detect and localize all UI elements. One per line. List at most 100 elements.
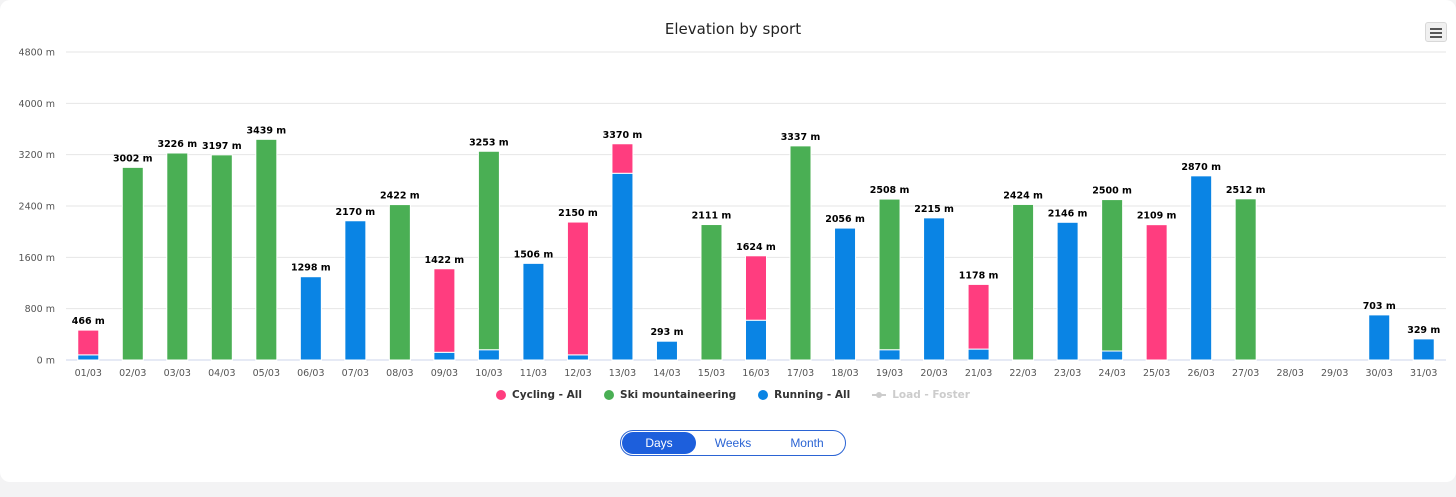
- data-label: 2424 m: [1003, 190, 1043, 201]
- x-tick-label: 25/03: [1143, 368, 1170, 379]
- x-tick-label: 17/03: [787, 368, 814, 379]
- bar-segment: [1234, 198, 1257, 361]
- data-label: 2422 m: [380, 191, 420, 202]
- x-tick-label: 05/03: [253, 368, 280, 379]
- bar-segment: [967, 348, 990, 361]
- bar-segment: [611, 143, 634, 174]
- data-label: 2109 m: [1137, 211, 1177, 222]
- data-label: 3002 m: [113, 153, 153, 164]
- legend-label: Ski mountaineering: [620, 389, 737, 401]
- data-label: 329 m: [1407, 325, 1440, 336]
- x-tick-label: 04/03: [208, 368, 235, 379]
- data-label: 2870 m: [1181, 162, 1221, 173]
- bar-segment: [566, 354, 589, 361]
- period-days-button[interactable]: Days: [622, 432, 696, 454]
- x-tick-label: 22/03: [1009, 368, 1036, 379]
- bar-segment: [566, 221, 589, 356]
- x-tick-label: 21/03: [965, 368, 992, 379]
- y-tick-label: 4000 m: [19, 99, 55, 110]
- x-tick-label: 14/03: [653, 368, 680, 379]
- x-tick-label: 20/03: [920, 368, 947, 379]
- legend-dot-icon: [496, 390, 507, 400]
- bar-segment: [923, 217, 946, 361]
- y-tick-label: 4800 m: [19, 48, 55, 59]
- data-label: 703 m: [1363, 301, 1396, 312]
- x-tick-label: 07/03: [342, 368, 369, 379]
- data-label: 2150 m: [558, 208, 598, 219]
- bar-segment: [121, 166, 144, 361]
- bar-segment: [1412, 338, 1435, 361]
- data-label: 1624 m: [736, 242, 776, 253]
- x-tick-label: 27/03: [1232, 368, 1259, 379]
- legend-item-ski-mountaineering[interactable]: Ski mountaineering: [604, 389, 736, 401]
- bar-segment: [1101, 199, 1124, 352]
- bar-segment: [745, 255, 767, 321]
- bar-segment: [967, 283, 990, 350]
- bar-segment: [299, 276, 322, 361]
- legend-item-load-foster[interactable]: Load - Foster: [872, 389, 970, 401]
- data-label: 3226 m: [157, 139, 197, 150]
- x-tick-label: 19/03: [876, 368, 903, 379]
- data-label: 1178 m: [959, 270, 999, 281]
- y-tick-label: 800 m: [25, 304, 55, 315]
- data-label: 2146 m: [1048, 208, 1088, 219]
- bar-segment: [255, 138, 278, 361]
- bar-segment: [700, 224, 723, 361]
- x-tick-label: 02/03: [119, 368, 146, 379]
- chart-title: Elevation by sport: [664, 20, 802, 38]
- x-tick-label: 28/03: [1276, 368, 1303, 379]
- x-tick-label: 24/03: [1098, 368, 1125, 379]
- y-tick-label: 1600 m: [19, 253, 55, 264]
- bar-segment: [433, 351, 456, 361]
- bar-segment: [655, 340, 678, 361]
- legend-label: Cycling - All: [512, 389, 583, 401]
- data-label: 3197 m: [202, 141, 242, 152]
- bar-segment: [1101, 350, 1124, 361]
- data-label: 2500 m: [1092, 186, 1132, 197]
- data-label: 1422 m: [425, 255, 465, 266]
- bar-segment: [210, 154, 233, 361]
- bar-segment: [611, 172, 634, 361]
- x-tick-label: 06/03: [297, 368, 324, 379]
- period-month-button[interactable]: Month: [790, 436, 824, 450]
- x-tick-label: 23/03: [1054, 368, 1081, 379]
- period-switch: Days Weeks Month: [620, 430, 846, 456]
- bar-segment: [522, 262, 545, 361]
- x-tick-label: 18/03: [831, 368, 858, 379]
- chart-menu-icon[interactable]: [1425, 22, 1447, 42]
- data-label: 3439 m: [246, 125, 286, 136]
- data-label: 2111 m: [692, 211, 732, 222]
- bar-segment: [834, 227, 857, 361]
- period-weeks-button[interactable]: Weeks: [714, 436, 752, 450]
- chart-card: Elevation by sport 0 m 800 m 1600 m 2400 m 3…: [0, 0, 1456, 482]
- data-label: 1298 m: [291, 263, 331, 274]
- x-tick-label: 09/03: [431, 368, 458, 379]
- legend-dot-icon: [604, 390, 615, 400]
- bar-segment: [1190, 175, 1213, 361]
- chart-legend: Cycling - All Ski mountaineering Running…: [0, 389, 1456, 401]
- bar-segment: [344, 220, 367, 361]
- data-label: 3337 m: [781, 132, 821, 143]
- legend-item-running[interactable]: Running - All: [758, 389, 850, 401]
- x-tick-label: 30/03: [1366, 368, 1393, 379]
- bar-segment: [388, 204, 411, 361]
- data-label: 2056 m: [825, 214, 865, 225]
- bar-segment: [77, 329, 100, 356]
- legend-item-cycling[interactable]: Cycling - All: [496, 389, 582, 401]
- x-tick-label: 29/03: [1321, 368, 1348, 379]
- bar-segment: [745, 319, 767, 361]
- legend-line-icon: [872, 390, 887, 400]
- legend-label: Load - Foster: [892, 389, 970, 401]
- bar-segment: [1056, 221, 1079, 361]
- x-tick-label: 08/03: [386, 368, 413, 379]
- bar-segment: [1012, 203, 1035, 361]
- data-label: 2215 m: [914, 204, 954, 215]
- x-tick-label: 31/03: [1410, 368, 1437, 379]
- legend-dot-icon: [758, 390, 769, 400]
- bar-segment: [878, 198, 901, 351]
- x-tick-label: 16/03: [742, 368, 769, 379]
- bar-segment: [477, 349, 500, 361]
- x-tick-label: 12/03: [564, 368, 591, 379]
- bar-segment: [77, 354, 100, 361]
- data-label: 293 m: [650, 327, 683, 338]
